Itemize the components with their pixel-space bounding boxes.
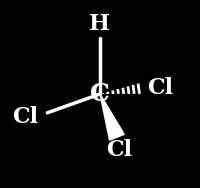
Text: Cl: Cl <box>12 105 38 128</box>
Text: H: H <box>90 13 110 36</box>
Text: C: C <box>90 82 110 106</box>
Text: Cl: Cl <box>147 77 173 99</box>
Polygon shape <box>100 94 124 140</box>
Text: Cl: Cl <box>106 139 132 161</box>
